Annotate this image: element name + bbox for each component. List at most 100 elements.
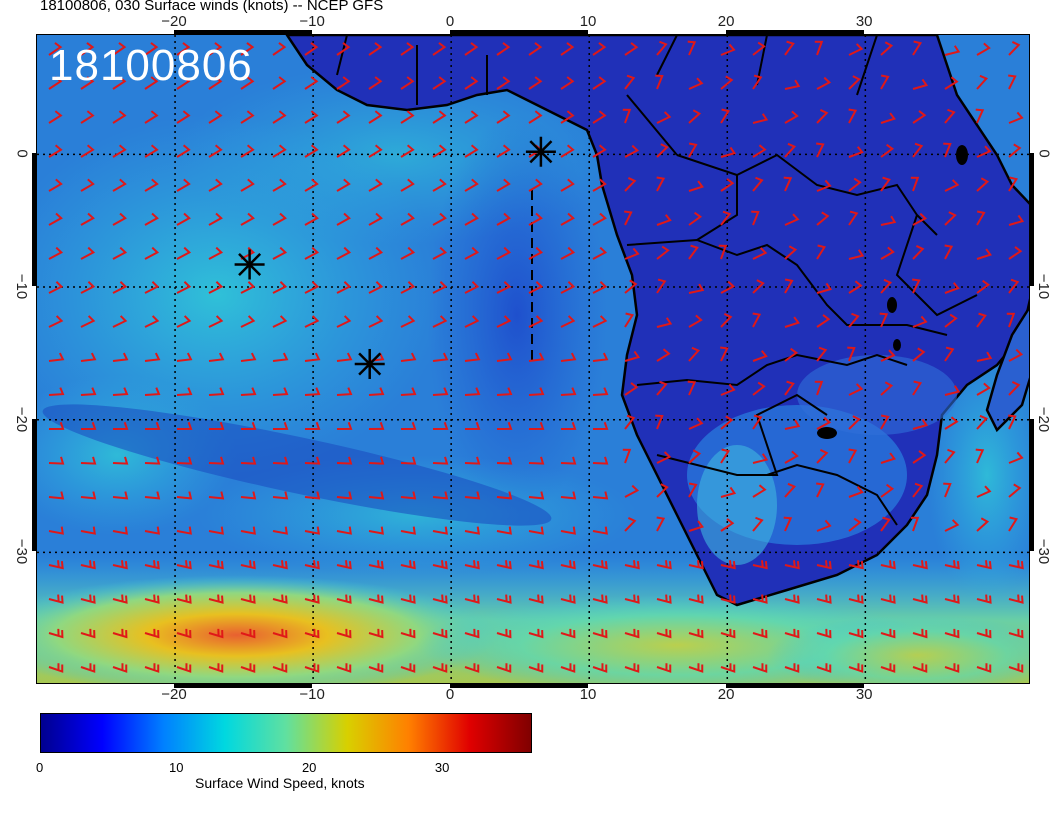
- wind-barb: [144, 628, 160, 639]
- wind-barb: [720, 415, 734, 430]
- wind-barb: [848, 75, 861, 90]
- wind-barb: [688, 594, 704, 604]
- wind-barb: [752, 144, 767, 158]
- wind-barb: [592, 628, 608, 639]
- wind-barb: [528, 110, 543, 124]
- wind-barb: [368, 212, 383, 226]
- wind-barb: [432, 110, 447, 124]
- wind-barb: [688, 482, 698, 498]
- wind-barb: [176, 387, 193, 396]
- wind-barb: [1008, 74, 1017, 90]
- wind-barb: [304, 281, 320, 294]
- wind-barb: [1008, 176, 1019, 192]
- wind-barb: [80, 594, 96, 604]
- wind-barb: [880, 381, 894, 396]
- wind-barb: [240, 178, 255, 192]
- wind-barb: [368, 281, 384, 294]
- wind-barb: [656, 560, 672, 570]
- wind-barb: [1006, 312, 1016, 328]
- wind-barb: [976, 351, 993, 362]
- wind-barb: [816, 449, 829, 464]
- wind-barb: [176, 352, 193, 362]
- wind-barb: [528, 663, 544, 673]
- wind-barb: [944, 179, 960, 192]
- wind-barb: [560, 212, 575, 226]
- wind-barb: [368, 315, 384, 328]
- wind-barb: [176, 628, 192, 639]
- wind-barb: [784, 79, 801, 90]
- wind-barb: [1008, 348, 1024, 362]
- wind-barb: [784, 450, 799, 464]
- wind-barb: [464, 178, 479, 192]
- storm-marker: [525, 136, 556, 167]
- wind-barb: [976, 312, 987, 328]
- wind-barb: [432, 281, 448, 294]
- wind-barb: [720, 560, 736, 570]
- wind-barb: [240, 352, 257, 362]
- wind-barb: [848, 448, 858, 464]
- wind-barb: [622, 108, 632, 124]
- wind-barb: [656, 317, 673, 328]
- wind-barb: [848, 560, 864, 570]
- wind-barb: [880, 41, 894, 56]
- axis-tick-label: 10: [579, 686, 597, 703]
- wind-barb: [176, 491, 193, 500]
- wind-barb: [336, 526, 352, 535]
- wind-barb: [848, 415, 861, 430]
- wind-barb: [560, 628, 576, 639]
- wind-barb: [368, 594, 384, 604]
- wind-barb: [272, 421, 289, 430]
- wind-barb: [272, 246, 288, 260]
- wind-barb: [560, 246, 576, 260]
- wind-barb: [304, 456, 321, 465]
- wind-barb: [752, 113, 769, 124]
- wind-barb: [784, 278, 794, 294]
- wind-barb: [944, 385, 961, 396]
- wind-barb: [368, 421, 385, 430]
- wind-map[interactable]: 18100806: [36, 34, 1030, 684]
- wind-barb: [432, 663, 448, 673]
- wind-barb: [48, 663, 64, 673]
- wind-barb: [848, 312, 860, 328]
- wind-barb: [464, 421, 481, 430]
- wind-barb: [464, 315, 480, 328]
- wind-barb: [464, 352, 481, 362]
- wind-barb: [336, 421, 353, 430]
- wind-barb: [272, 663, 288, 673]
- axis-tick-label: −10: [1035, 273, 1053, 300]
- wind-barb: [112, 628, 128, 639]
- wind-barb: [624, 144, 640, 158]
- wind-barb: [624, 247, 640, 260]
- axis-tick-label: 30: [855, 13, 873, 30]
- wind-barb: [528, 560, 544, 570]
- wind-barb: [464, 387, 481, 396]
- wind-barb: [1008, 516, 1019, 532]
- wind-barb: [816, 314, 831, 328]
- wind-barb: [496, 352, 513, 362]
- axis-tick-label: −10: [299, 686, 325, 703]
- wind-barb: [272, 144, 287, 158]
- wind-barb: [144, 594, 160, 604]
- wind-barb: [656, 245, 670, 260]
- wind-barb: [48, 281, 64, 294]
- wind-barb: [112, 663, 128, 673]
- wind-barb: [816, 244, 827, 260]
- wind-barb: [432, 178, 447, 192]
- wind-barb: [655, 74, 664, 90]
- wind-barb: [304, 110, 319, 124]
- wind-barb: [976, 42, 991, 56]
- wind-barb: [272, 628, 288, 639]
- wind-barb: [656, 483, 669, 498]
- wind-barb: [336, 212, 351, 226]
- wind-barb: [592, 246, 608, 260]
- lakes: [817, 145, 968, 439]
- wind-barb: [656, 516, 666, 532]
- wind-barb: [400, 456, 417, 465]
- wind-barb: [752, 628, 768, 639]
- wind-barb: [912, 245, 925, 260]
- country-borders: [336, 35, 978, 526]
- wind-barb: [528, 491, 545, 500]
- wind-barb: [48, 178, 63, 192]
- wind-barb: [400, 246, 416, 260]
- wind-barb: [688, 244, 699, 260]
